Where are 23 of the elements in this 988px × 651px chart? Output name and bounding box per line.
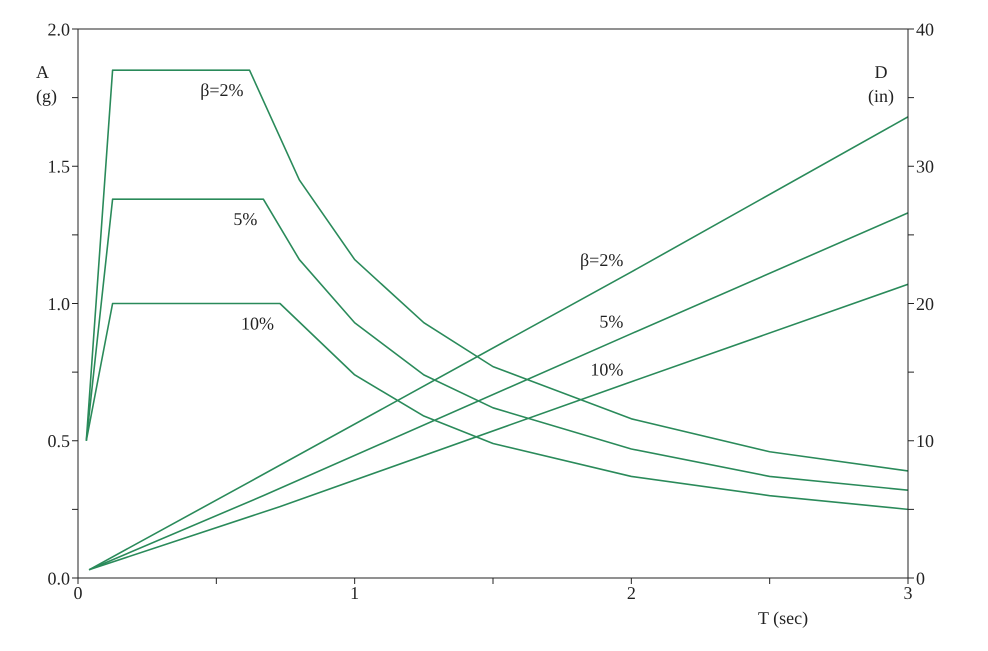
y2-tick-label: 40 xyxy=(916,19,934,40)
x-tick-label: 2 xyxy=(626,582,636,603)
series-label: 10% xyxy=(590,360,624,380)
x-axis-title: T (sec) xyxy=(758,608,808,629)
y2-axis-title: D (in) xyxy=(868,61,894,108)
y2-tick-label: 10 xyxy=(916,431,934,452)
y-tick-label: 1.0 xyxy=(48,294,70,314)
y-axis-title: A (g) xyxy=(36,61,57,108)
y-tick-label: 2.0 xyxy=(48,19,70,40)
series-label: 5% xyxy=(599,312,624,332)
series-label: 5% xyxy=(233,209,258,230)
y-tick-label: 0.0 xyxy=(48,568,70,588)
x-tick-label: 3 xyxy=(904,582,912,603)
y2-tick-label: 0 xyxy=(916,568,925,588)
x-tick-label: 1 xyxy=(350,582,360,603)
series-label: 10% xyxy=(240,314,274,334)
y2-tick-label: 20 xyxy=(916,294,934,314)
series-label: β=2% xyxy=(580,250,624,270)
x-tick-label: 0 xyxy=(74,582,82,603)
y-tick-label: 0.5 xyxy=(48,431,70,452)
y2-tick-label: 30 xyxy=(916,156,934,177)
y-tick-label: 1.5 xyxy=(48,156,70,177)
series-label: β=2% xyxy=(200,80,244,100)
